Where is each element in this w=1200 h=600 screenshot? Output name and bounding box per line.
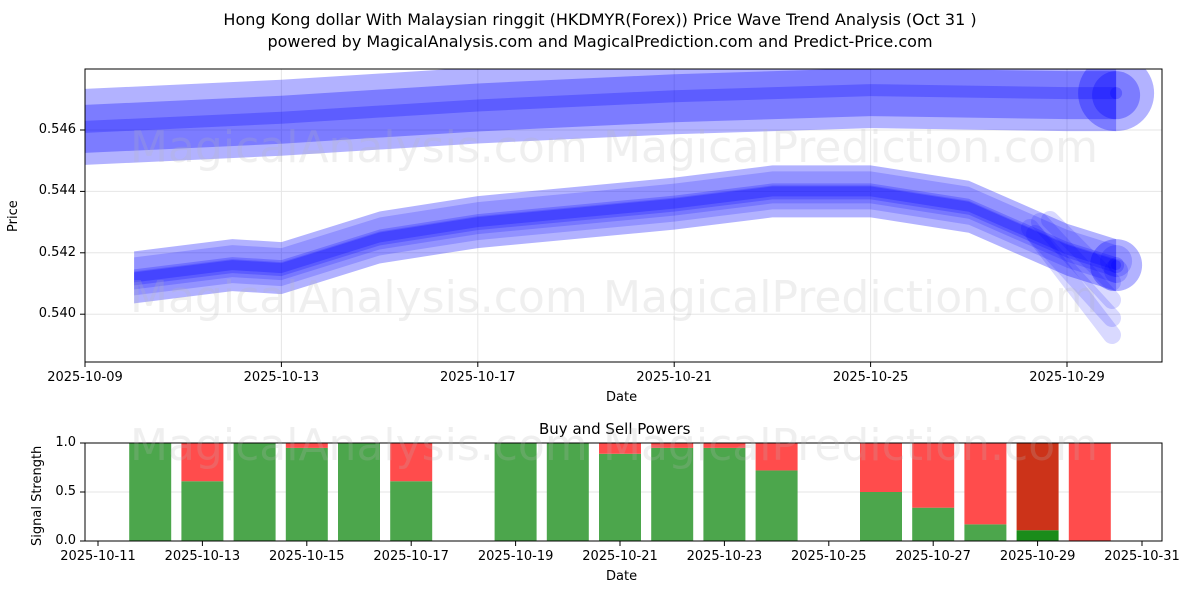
watermark: MagicalAnalysis.com <box>130 420 588 471</box>
x-tick-label: 2025-10-11 <box>60 549 136 564</box>
y-tick-label: 0.546 <box>38 122 76 137</box>
watermark: MagicalAnalysis.com <box>130 122 588 173</box>
main-x-axis-label: Date <box>606 390 638 405</box>
x-tick-label: 2025-10-13 <box>243 370 320 385</box>
chart-subtitle: powered by MagicalAnalysis.com and Magic… <box>267 32 933 51</box>
chart-title: Hong Kong dollar With Malaysian ringgit … <box>223 10 977 29</box>
y-tick-label: 0.5 <box>55 484 76 499</box>
main-y-axis-label: Price <box>6 200 21 232</box>
x-tick-label: 2025-10-29 <box>999 549 1076 564</box>
x-tick-label: 2025-10-09 <box>47 370 123 385</box>
bottom-x-axis-label: Date <box>606 569 638 584</box>
x-tick-label: 2025-10-13 <box>164 549 241 564</box>
x-tick-label: 2025-10-21 <box>582 549 658 564</box>
y-tick-label: 0.542 <box>38 244 76 260</box>
x-tick-label: 2025-10-29 <box>1029 370 1105 385</box>
x-tick-label: 2025-10-21 <box>636 370 712 385</box>
bottom-y-axis-label: Signal Strength <box>30 445 45 546</box>
y-tick-label: 0.0 <box>55 533 76 548</box>
bottom-chart-title: Buy and Sell Powers <box>539 420 691 438</box>
watermark: MagicalPrediction.com <box>603 122 1098 173</box>
y-tick-label: 0.544 <box>38 183 76 199</box>
x-tick-label: 2025-10-27 <box>895 549 971 564</box>
x-tick-label: 2025-10-25 <box>832 370 909 385</box>
x-tick-label: 2025-10-19 <box>477 549 554 564</box>
watermark: MagicalAnalysis.com <box>130 272 588 323</box>
x-tick-label: 2025-10-31 <box>1104 549 1180 564</box>
x-tick-label: 2025-10-15 <box>269 549 345 564</box>
watermark: MagicalPrediction.com <box>603 420 1098 471</box>
y-tick-label: 0.540 <box>38 306 76 322</box>
y-tick-label: 1.0 <box>55 435 76 450</box>
x-tick-label: 2025-10-17 <box>440 370 516 385</box>
x-tick-label: 2025-10-17 <box>373 549 449 564</box>
x-tick-label: 2025-10-23 <box>686 549 763 564</box>
watermark: MagicalPrediction.com <box>603 272 1098 323</box>
x-tick-label: 2025-10-25 <box>791 549 867 564</box>
